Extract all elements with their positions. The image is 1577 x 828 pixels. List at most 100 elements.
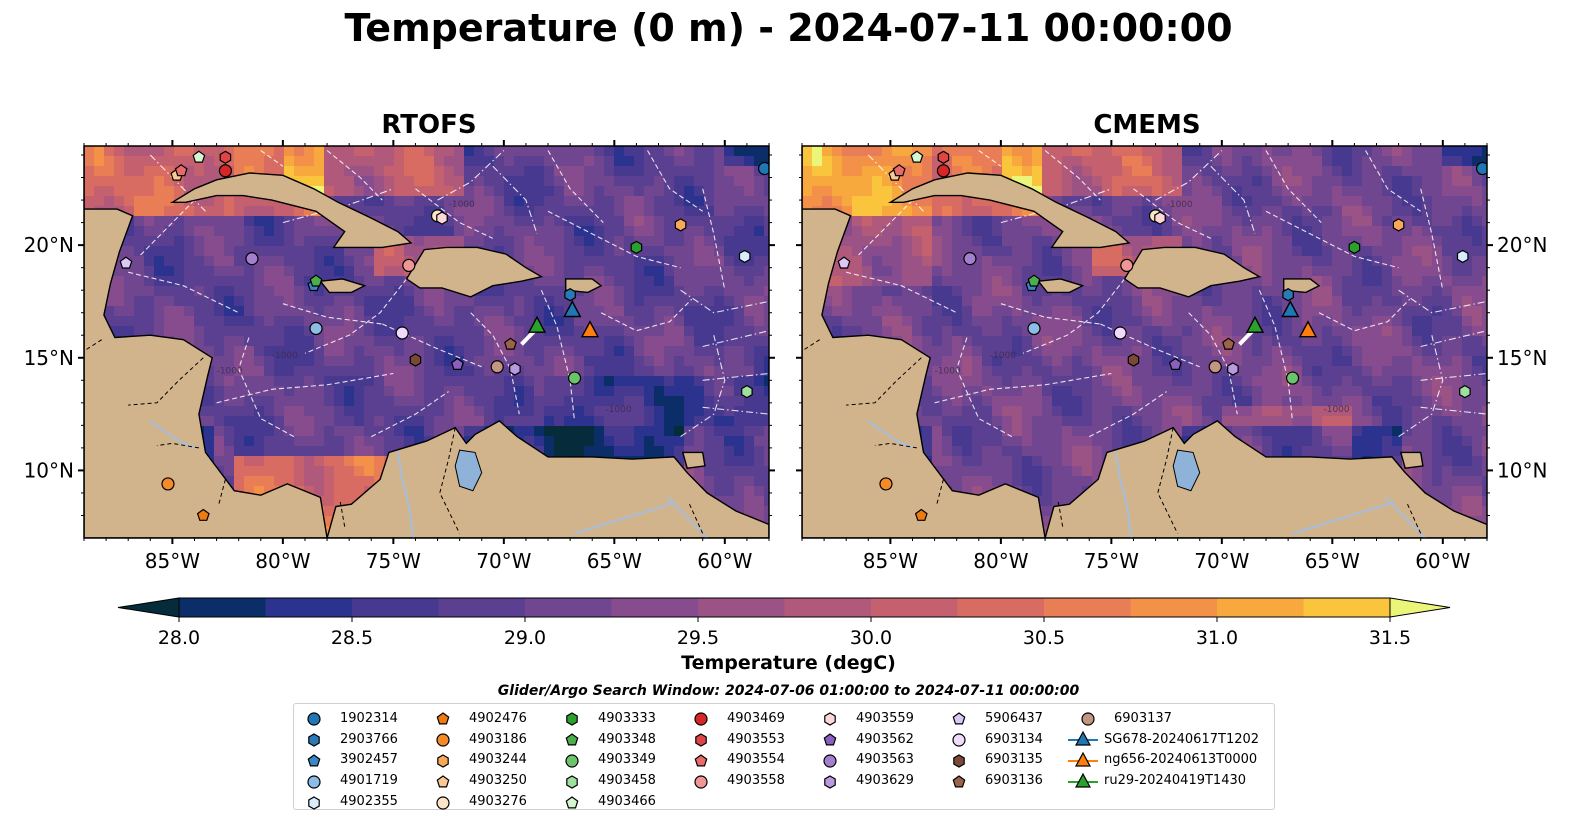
float-marker-4903348 bbox=[309, 274, 323, 287]
legend-label: 4903562 bbox=[856, 731, 914, 747]
legend-label: 4903563 bbox=[856, 752, 914, 768]
float-marker-4902476 bbox=[914, 508, 928, 521]
legend-label: 1902314 bbox=[340, 710, 398, 726]
legend-symbol bbox=[565, 733, 579, 746]
lat-tick-label: 15°N bbox=[1497, 346, 1547, 370]
land-south-america bbox=[1044, 420, 1487, 538]
glider-marker-SG678-20240617T1202 bbox=[563, 300, 582, 318]
legend-marker-icon bbox=[823, 754, 837, 768]
map-frame bbox=[801, 145, 1488, 539]
legend-marker-icon bbox=[824, 712, 836, 727]
legend-symbol bbox=[824, 775, 836, 789]
legend-item: 4903553 bbox=[681, 729, 785, 750]
legend-symbol bbox=[952, 733, 966, 747]
float-marker-4901719 bbox=[1027, 321, 1041, 336]
search-window-text: Glider/Argo Search Window: 2024-07-06 01… bbox=[497, 683, 1080, 699]
legend-label: 4903553 bbox=[727, 731, 785, 747]
colorbar-tick-label: 29.5 bbox=[677, 627, 719, 649]
lon-tick-label: 80°W bbox=[255, 549, 310, 573]
legend-symbol bbox=[566, 775, 578, 789]
land-central-america bbox=[84, 146, 328, 538]
float-marker-6903135 bbox=[1127, 353, 1140, 367]
legend-symbol bbox=[307, 775, 321, 789]
isobath-label: -1000 bbox=[1167, 200, 1193, 210]
country-borders bbox=[84, 339, 704, 534]
colorbar-segment bbox=[1303, 598, 1391, 617]
legend-marker-icon bbox=[694, 754, 708, 767]
legend-label: 4903469 bbox=[727, 710, 785, 726]
float-marker-6903134 bbox=[395, 326, 409, 340]
rivers bbox=[867, 420, 1426, 538]
legend-marker-icon bbox=[1068, 730, 1098, 746]
land-cuba bbox=[169, 172, 413, 249]
float-marker-4903553 bbox=[937, 150, 950, 164]
legend-marker-icon bbox=[824, 775, 836, 789]
colorbar-segment bbox=[265, 598, 353, 617]
rivers bbox=[149, 420, 708, 538]
panel-title-rtofs: RTOFS bbox=[381, 110, 477, 140]
float-marker-4903554 bbox=[892, 164, 906, 177]
colorbar-segment bbox=[957, 598, 1045, 617]
float-marker-4903562 bbox=[1168, 357, 1182, 370]
colorbar-segment bbox=[179, 598, 266, 617]
land bbox=[84, 146, 769, 538]
colorbar-tick-label: 28.5 bbox=[331, 627, 373, 649]
legend-marker-icon bbox=[437, 754, 449, 768]
legend-symbol bbox=[694, 754, 708, 767]
legend-symbol bbox=[694, 712, 708, 726]
legend-label: ng656-20240613T0000 bbox=[1104, 752, 1258, 768]
float-marker-4903466 bbox=[910, 150, 924, 163]
float-marker-4903458 bbox=[741, 384, 753, 399]
legend-item: 4902355 bbox=[294, 791, 398, 812]
isobath-label: -1000 bbox=[990, 351, 1016, 361]
land-central-america bbox=[802, 146, 1046, 538]
legend-item: 2903766 bbox=[294, 729, 398, 750]
legend-symbol bbox=[952, 712, 966, 725]
legend-symbol bbox=[824, 712, 836, 727]
glider-track bbox=[1238, 329, 1255, 346]
legend-label: 4903244 bbox=[469, 752, 527, 768]
land-puerto-rico bbox=[1283, 278, 1321, 294]
land-hispaniola bbox=[405, 246, 544, 298]
legend-label: 6903137 bbox=[1114, 710, 1172, 726]
map-content: -1000 -1000 -1000 -1000 bbox=[84, 146, 769, 538]
isobath-label: -1000 bbox=[935, 367, 961, 377]
land-trinidad bbox=[681, 451, 706, 469]
legend-item: 4903559 bbox=[810, 708, 914, 729]
float-marker-6903137 bbox=[490, 360, 504, 374]
float-marker-4902476 bbox=[196, 508, 210, 521]
legend-marker-icon bbox=[952, 712, 966, 725]
legend-item: 6903136 bbox=[939, 770, 1043, 791]
legend-item: ng656-20240613T0000 bbox=[1068, 750, 1259, 771]
legend-item: SG678-20240617T1202 bbox=[1068, 729, 1259, 750]
panel-title-cmems: CMEMS bbox=[1093, 110, 1201, 140]
lon-tick-label: 75°W bbox=[1084, 549, 1139, 573]
legend-item: 6903134 bbox=[939, 729, 1043, 750]
legend-marker-icon bbox=[566, 775, 578, 789]
legend-label: 4903558 bbox=[727, 773, 785, 789]
lat-tick-label: 20°N bbox=[24, 233, 74, 257]
legend-label: 2903766 bbox=[340, 731, 398, 747]
legend-item: 4901719 bbox=[294, 770, 398, 791]
legend-marker-icon bbox=[1081, 712, 1095, 726]
land-puerto-rico bbox=[565, 278, 603, 294]
float-marker-4903333 bbox=[1348, 240, 1361, 255]
legend-label: 4903559 bbox=[856, 710, 914, 726]
float-marker-4903469 bbox=[218, 164, 233, 178]
float-marker-4903559 bbox=[436, 211, 448, 225]
lon-tick-label: 65°W bbox=[587, 549, 642, 573]
legend-marker-icon bbox=[436, 775, 450, 788]
legend-marker-icon bbox=[695, 733, 707, 747]
legend-label: 4903186 bbox=[469, 731, 527, 747]
float-marker-4903458 bbox=[1459, 384, 1471, 399]
legend-symbol bbox=[694, 775, 708, 789]
profile-markers bbox=[119, 150, 769, 521]
profile-markers bbox=[837, 150, 1487, 521]
float-marker-4903469 bbox=[936, 164, 951, 178]
legend-label: 4903349 bbox=[598, 752, 656, 768]
legend-label: 6903134 bbox=[985, 731, 1043, 747]
lon-tick-label: 75°W bbox=[366, 549, 421, 573]
float-marker-2903766 bbox=[564, 288, 576, 302]
legend-marker-icon bbox=[1068, 751, 1098, 767]
float-marker-4902355 bbox=[738, 249, 751, 264]
